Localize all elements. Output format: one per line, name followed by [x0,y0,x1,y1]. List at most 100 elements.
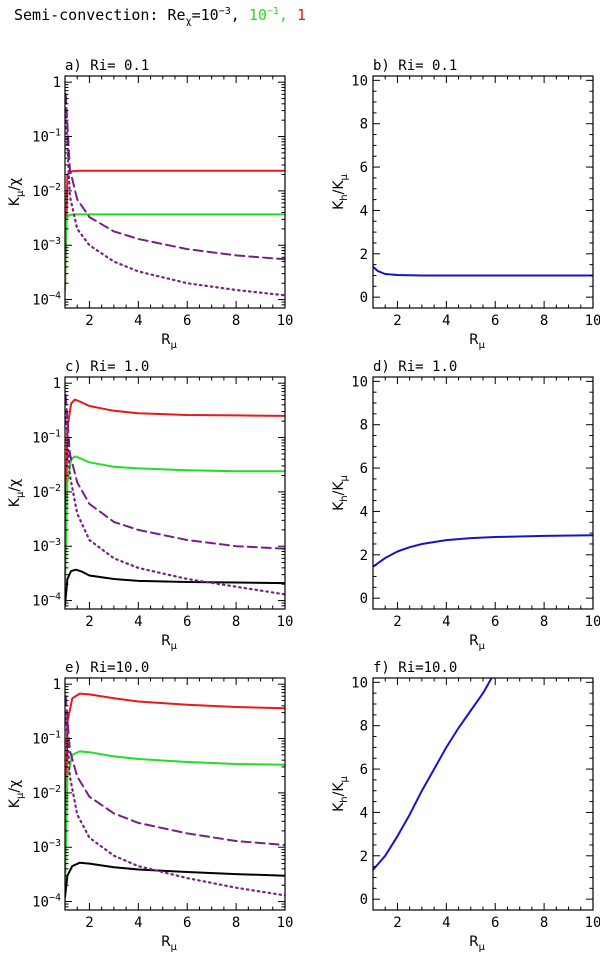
y-axis-label-c-part: K [7,497,23,507]
x-tick-label-f: 8 [540,915,548,931]
plot-frame-c [64,376,286,610]
y-axis-label-d-part: K [331,501,347,511]
y-axis-label-a: Kμ/χ [7,178,26,206]
y-tick-label-f: 2 [360,849,368,865]
x-axis-label-b-part: R [469,332,479,348]
y-tick-label-a-part: 1 [53,75,61,91]
x-axis-label-d-part: R [469,633,479,649]
series-b-blue-solid-line [373,265,593,277]
y-tick-label-b: 6 [360,160,368,176]
title-prefix: Semi-convection: Re [14,6,186,24]
x-tick-label-d: 8 [540,614,548,630]
y-tick-label-e-part: 10 [32,895,49,911]
y-tick-label-c-part: −1 [49,429,61,440]
x-tick-label-c: 8 [232,614,240,630]
y-axis-label-d-part: μ [339,474,350,481]
series-group-d [373,534,593,568]
x-tick-label-c: 4 [134,614,142,630]
series-e-purple-dashed-line [65,695,285,846]
series-a-green-solid-line [65,213,285,291]
y-axis-label-b-part: K [331,200,347,210]
title-exp1: −3 [219,6,231,17]
panel-title-a: a) Ri= 0.1 [65,58,149,74]
y-tick-label-c-part: 10 [32,539,49,555]
series-group-e [65,692,285,899]
series-c-red-solid-line [65,398,285,576]
x-axis-label-e-part: R [161,934,171,950]
series-e-purple-dotted-line [65,711,285,897]
series-a-purple-dotted-line [65,109,285,297]
y-tick-label-b: 0 [360,290,368,306]
y-axis-label-c-part: μ [15,491,26,498]
y-axis-label-f: Kh/Kμ [331,775,350,811]
y-tick-label-a-part: 10 [32,184,49,200]
y-tick-label-a: 1 [53,75,61,91]
x-axis-label-d: Rμ [469,633,486,652]
y-axis-label-a-part: μ [15,190,26,197]
x-tick-label-d: 10 [585,614,600,630]
y-tick-label-a-part: 10 [32,238,49,254]
x-tick-label-e: 4 [134,915,142,931]
y-tick-label-f: 4 [360,805,368,821]
y-tick-label-c-part: −2 [49,483,61,494]
title-eq: =10 [192,6,219,24]
y-tick-label-f: 6 [360,762,368,778]
y-tick-label-e-part: 10 [32,840,49,856]
x-axis-label-e-part: μ [171,942,178,953]
y-tick-label-e: 10−3 [32,838,61,856]
y-tick-label-c: 10−4 [32,592,61,610]
panel-title-b: b) Ri= 0.1 [373,58,457,74]
y-tick-label-f: 10 [351,675,368,691]
x-tick-label-a: 10 [277,313,294,329]
y-tick-label-a-part: −2 [49,182,61,193]
x-tick-label-b: 2 [393,313,401,329]
y-tick-label-c-part: 10 [32,594,49,610]
x-tick-label-d: 6 [491,614,499,630]
x-tick-label-c: 2 [85,614,93,630]
x-tick-label-e: 10 [277,915,294,931]
title-red: 1 [297,6,306,24]
y-tick-label-d: 4 [360,504,368,520]
series-d-blue-solid-line [373,534,593,568]
y-tick-label-f: 8 [360,719,368,735]
y-axis-label-d-part: h [339,495,350,501]
y-axis-label-f-part: K [331,802,347,812]
y-tick-label-c: 10−1 [32,429,61,447]
panel-title-c: c) Ri= 1.0 [65,359,149,375]
y-tick-label-e: 10−1 [32,730,61,748]
y-tick-label-a-part: −3 [49,236,61,247]
y-tick-label-e: 10−4 [32,893,61,911]
series-e-red-solid-line [65,692,285,877]
x-tick-label-a: 4 [134,313,142,329]
x-tick-label-b: 4 [442,313,450,329]
title-sep1: , [231,6,249,24]
x-tick-label-f: 6 [491,915,499,931]
x-tick-label-b: 10 [585,313,600,329]
y-tick-label-c-part: 1 [53,376,61,392]
x-axis-label-a-part: R [161,332,171,348]
y-axis-label-d: Kh/Kμ [331,474,350,510]
y-tick-label-a: 10−4 [32,291,61,309]
x-tick-label-e: 6 [183,915,191,931]
y-tick-label-e-part: −3 [49,838,61,849]
y-tick-label-a: 10−3 [32,236,61,254]
x-axis-label-c-part: R [161,633,171,649]
panels: a) Ri= 0.12 4 6 8 10110−110−210−310−4RμKμ/χb… [7,58,600,953]
y-tick-label-c-part: 10 [32,485,49,501]
x-tick-label-d: 4 [442,614,450,630]
x-tick-label-f: 10 [585,915,600,931]
series-c-purple-dotted-line [65,410,285,596]
title-green-exp: −1 [267,6,279,17]
y-tick-label-e: 10−2 [32,784,61,802]
y-axis-label-b-part: /K [331,180,347,195]
y-tick-label-e: 1 [53,677,61,693]
title-green-base: 10 [249,6,267,24]
y-tick-label-d: 10 [351,374,368,390]
x-tick-label-e: 2 [85,915,93,931]
y-tick-label-c: 10−2 [32,483,61,501]
